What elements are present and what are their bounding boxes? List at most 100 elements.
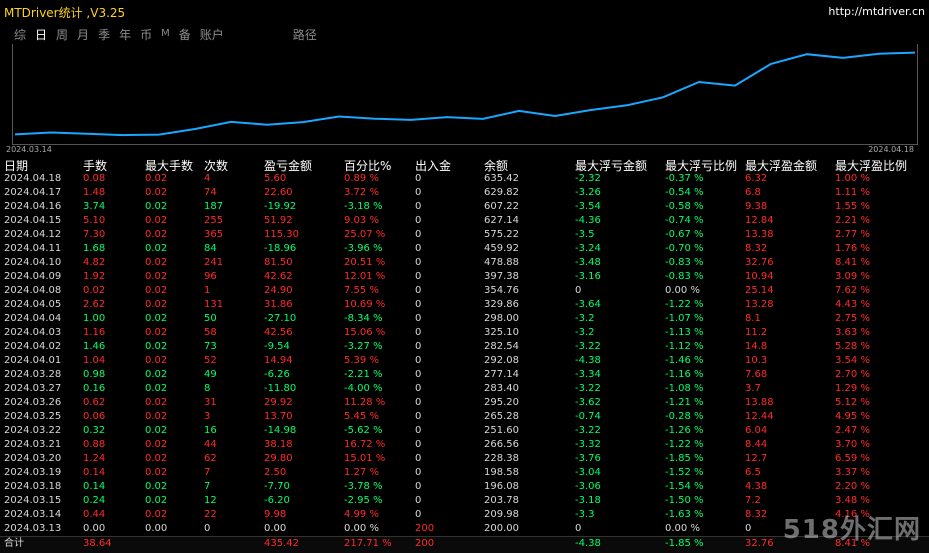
table-cell: 3.63 % [835, 327, 870, 338]
tab-week[interactable]: 周 [56, 28, 69, 42]
table-row[interactable]: 2024.03.21 0.88 0.02 44 38.18 16.72 % 0 266.56 -… [0, 438, 929, 452]
table-cell: 12 [204, 495, 217, 506]
table-row[interactable]: 2024.04.10 4.82 0.02 241 81.50 20.51 % 0 478.88… [0, 256, 929, 270]
table-cell: 2024.03.18 [4, 481, 62, 492]
table-body: 2024.04.18 0.08 0.02 4 5.60 0.89 % 0 635.42 -2.3… [0, 172, 929, 536]
tab-path[interactable]: 路径 [292, 28, 317, 42]
column-header[interactable]: 次数 [204, 159, 229, 173]
tab-magic[interactable]: M [161, 28, 170, 39]
table-cell: 3.7 [745, 383, 761, 394]
tab-account[interactable]: 账户 [199, 28, 224, 42]
table-cell: 12.01 % [344, 271, 386, 282]
table-row[interactable]: 2024.04.04 1.00 0.02 50 -27.10 -8.34 % 0 298.00… [0, 312, 929, 326]
table-cell: -3.64 [575, 299, 601, 310]
table-cell: 3.70 % [835, 439, 870, 450]
table-row[interactable]: 2024.03.18 0.14 0.02 7 -7.70 -3.78 % 0 196.08 -3… [0, 480, 929, 494]
table-row[interactable]: 2024.03.20 1.24 0.02 62 29.80 15.01 % 0 228.38 -… [0, 452, 929, 466]
site-url-link[interactable]: http://mtdriver.cn [828, 5, 925, 18]
table-cell: 0.06 [83, 411, 106, 422]
column-header[interactable]: 最大手数 [145, 159, 194, 173]
table-cell: 0 [415, 369, 422, 380]
table-row[interactable]: 2024.03.22 0.32 0.02 16 -14.98 -5.62 % 0 251.60… [0, 424, 929, 438]
column-header[interactable]: 最大浮盈金额 [745, 159, 818, 173]
table-cell: -18.96 [264, 243, 297, 254]
column-header[interactable]: 百分比% [344, 159, 392, 173]
table-cell: 0 [415, 327, 422, 338]
table-row[interactable]: 2024.04.12 7.30 0.02 365 115.30 25.07 % 0 575.2… [0, 228, 929, 242]
table-cell: 2024.04.16 [4, 201, 62, 212]
table-cell: 1.55 % [835, 201, 870, 212]
table-cell: 2024.04.12 [4, 229, 62, 240]
tab-summary[interactable]: 综 [14, 28, 27, 42]
table-row[interactable]: 2024.04.02 1.46 0.02 73 -9.54 -3.27 % 0 282.54 -… [0, 340, 929, 354]
table-row[interactable]: 2024.03.26 0.62 0.02 31 29.92 11.28 % 0 295.20 -… [0, 396, 929, 410]
table-row[interactable]: 2024.04.18 0.08 0.02 4 5.60 0.89 % 0 635.42 -2.3… [0, 172, 929, 186]
table-cell: -0.67 % [665, 229, 704, 240]
table-row[interactable]: 2024.04.17 1.48 0.02 74 22.60 3.72 % 0 629.82 -3… [0, 186, 929, 200]
table-row[interactable]: 2024.04.16 3.74 0.02 187 -19.92 -3.18 % 0 607.2… [0, 200, 929, 214]
table-row[interactable]: 2024.03.19 0.14 0.02 7 2.50 1.27 % 0 198.58 -3.0… [0, 466, 929, 480]
table-cell: -3.22 [575, 425, 601, 436]
tab-currency[interactable]: 币 [140, 28, 153, 42]
table-cell: 0 [415, 215, 422, 226]
table-cell: 2024.03.25 [4, 411, 62, 422]
column-header[interactable]: 手数 [83, 159, 108, 173]
column-header[interactable]: 最大浮盈比例 [835, 159, 908, 173]
table-row[interactable]: 2024.03.13 0.00 0.00 0 0.00 0.00 % 200 200.00 0 0… [0, 522, 929, 536]
table-cell: 7.68 [745, 369, 768, 380]
table-cell: 0.14 [83, 481, 106, 492]
table-row[interactable]: 2024.04.08 0.02 0.02 1 24.90 7.55 % 0 354.76 0 0.… [0, 284, 929, 298]
table-row[interactable]: 2024.03.14 0.44 0.02 22 9.98 4.99 % 0 209.98 -3.… [0, 508, 929, 522]
table-cell: -1.08 % [665, 383, 704, 394]
table-cell: 198.58 [484, 467, 519, 478]
table-row[interactable]: 2024.04.03 1.16 0.02 58 42.56 15.06 % 0 325.10 -… [0, 326, 929, 340]
table-cell: -0.54 % [665, 187, 704, 198]
table-cell: 200.00 [484, 523, 519, 534]
table-cell: 3.37 % [835, 467, 870, 478]
table-cell: 74 [204, 187, 217, 198]
tab-year[interactable]: 年 [119, 28, 132, 42]
column-header[interactable]: 出入金 [415, 159, 452, 173]
table-cell: 6.5 [745, 467, 761, 478]
table-cell: 0.02 [145, 285, 168, 296]
tab-day[interactable]: 日 [35, 28, 48, 42]
table-cell: 0 [415, 509, 422, 520]
table-row[interactable]: 2024.04.09 1.92 0.02 96 42.62 12.01 % 0 397.38 -… [0, 270, 929, 284]
column-header[interactable]: 余额 [484, 159, 509, 173]
table-cell: 7 [204, 481, 211, 492]
table-cell: 25.14 [745, 285, 774, 296]
table-cell: -8.34 % [344, 313, 383, 324]
total-cell: -1.85 % [665, 538, 704, 549]
table-row[interactable]: 2024.03.25 0.06 0.02 3 13.70 5.45 % 0 265.28 -0.… [0, 410, 929, 424]
table-cell: 4.95 % [835, 411, 870, 422]
table-cell: 11.2 [745, 327, 768, 338]
table-cell: 0 [415, 187, 422, 198]
table-cell: 0 [745, 523, 752, 534]
table-row[interactable]: 2024.04.05 2.62 0.02 131 31.86 10.69 % 0 329.86… [0, 298, 929, 312]
table-cell: -4.36 [575, 215, 601, 226]
table-cell: 8.32 [745, 509, 768, 520]
tab-month[interactable]: 月 [77, 28, 90, 42]
table-cell: 298.00 [484, 313, 519, 324]
table-cell: 51.92 [264, 215, 293, 226]
table-row[interactable]: 2024.03.15 0.24 0.02 12 -6.20 -2.95 % 0 203.78 -… [0, 494, 929, 508]
table-row[interactable]: 2024.04.11 1.68 0.02 84 -18.96 -3.96 % 0 459.92… [0, 242, 929, 256]
table-row[interactable]: 2024.04.01 1.04 0.02 52 14.94 5.39 % 0 292.08 -4… [0, 354, 929, 368]
table-cell: 131 [204, 299, 224, 310]
tab-note[interactable]: 备 [178, 28, 191, 42]
table-cell: 12.7 [745, 453, 768, 464]
table-cell: 0.08 [83, 173, 106, 184]
table-cell: 0.02 [145, 481, 168, 492]
column-header[interactable]: 日期 [4, 159, 29, 173]
table-row[interactable]: 2024.03.28 0.98 0.02 49 -6.26 -2.21 % 0 277.14 -… [0, 368, 929, 382]
column-header[interactable]: 最大浮亏金额 [575, 159, 648, 173]
table-row[interactable]: 2024.04.15 5.10 0.02 255 51.92 9.03 % 0 627.14 -… [0, 214, 929, 228]
table-cell: 44 [204, 439, 217, 450]
column-header[interactable]: 最大浮亏比例 [665, 159, 738, 173]
table-cell: 2.50 [264, 467, 287, 478]
tab-quarter[interactable]: 季 [98, 28, 111, 42]
table-row[interactable]: 2024.03.27 0.16 0.02 8 -11.80 -4.00 % 0 283.40 -… [0, 382, 929, 396]
column-header[interactable]: 盈亏金额 [264, 159, 313, 173]
table-header: 日期 手数 最大手数 次数 盈亏金额 百分比% 出入金 余额 最大浮亏金额 最大浮亏比例 最大浮盈金… [0, 158, 929, 173]
table-cell: 627.14 [484, 215, 519, 226]
